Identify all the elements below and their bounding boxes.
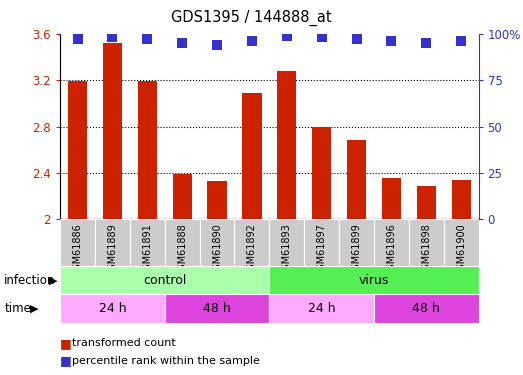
- Point: [353, 36, 361, 42]
- Point: [387, 38, 395, 44]
- Bar: [304, 219, 339, 266]
- Bar: [200, 219, 234, 266]
- Bar: [138, 81, 157, 219]
- Bar: [103, 43, 122, 219]
- Point: [73, 36, 82, 42]
- Bar: [130, 219, 165, 266]
- Text: ■: ■: [60, 337, 72, 350]
- Text: GSM61898: GSM61898: [421, 223, 431, 276]
- Bar: [444, 219, 479, 266]
- Text: ■: ■: [60, 354, 72, 367]
- Bar: [382, 178, 401, 219]
- Bar: [60, 294, 165, 322]
- Bar: [208, 181, 226, 219]
- Bar: [269, 294, 374, 322]
- Point: [317, 34, 326, 40]
- Bar: [374, 219, 409, 266]
- Point: [457, 38, 465, 44]
- Bar: [269, 219, 304, 266]
- Bar: [409, 219, 444, 266]
- Text: 24 h: 24 h: [99, 302, 126, 315]
- Text: GSM61890: GSM61890: [212, 223, 222, 276]
- Point: [178, 40, 186, 46]
- Bar: [60, 219, 95, 266]
- Text: GSM61889: GSM61889: [107, 223, 118, 276]
- Text: ▶: ▶: [30, 304, 38, 313]
- Text: 48 h: 48 h: [412, 302, 440, 315]
- Bar: [339, 219, 374, 266]
- Text: ▶: ▶: [49, 276, 57, 285]
- Text: GSM61892: GSM61892: [247, 223, 257, 276]
- Text: GSM61888: GSM61888: [177, 223, 187, 276]
- Bar: [234, 219, 269, 266]
- Point: [108, 34, 117, 40]
- Text: GSM61893: GSM61893: [282, 223, 292, 276]
- Bar: [60, 266, 269, 294]
- Bar: [417, 186, 436, 219]
- Text: GSM61900: GSM61900: [456, 223, 466, 276]
- Text: GSM61897: GSM61897: [316, 223, 327, 276]
- Text: transformed count: transformed count: [72, 338, 176, 348]
- Point: [282, 33, 291, 39]
- Text: GSM61891: GSM61891: [142, 223, 152, 276]
- Bar: [165, 219, 200, 266]
- Text: control: control: [143, 274, 186, 287]
- Text: GSM61886: GSM61886: [73, 223, 83, 276]
- Bar: [173, 174, 192, 219]
- Bar: [347, 141, 366, 219]
- Bar: [165, 294, 269, 322]
- Text: GDS1395 / 144888_at: GDS1395 / 144888_at: [170, 9, 332, 26]
- Bar: [95, 219, 130, 266]
- Bar: [68, 81, 87, 219]
- Bar: [269, 266, 479, 294]
- Bar: [374, 294, 479, 322]
- Text: 48 h: 48 h: [203, 302, 231, 315]
- Point: [213, 42, 221, 48]
- Bar: [277, 71, 297, 219]
- Text: 24 h: 24 h: [308, 302, 335, 315]
- Text: GSM61896: GSM61896: [386, 223, 396, 276]
- Point: [422, 40, 430, 46]
- Text: virus: virus: [359, 274, 389, 287]
- Text: time: time: [4, 302, 31, 315]
- Bar: [451, 180, 471, 219]
- Text: GSM61899: GSM61899: [351, 223, 361, 276]
- Point: [143, 36, 152, 42]
- Bar: [242, 93, 262, 219]
- Point: [248, 38, 256, 44]
- Text: percentile rank within the sample: percentile rank within the sample: [72, 356, 260, 366]
- Bar: [312, 127, 331, 219]
- Text: infection: infection: [4, 274, 55, 287]
